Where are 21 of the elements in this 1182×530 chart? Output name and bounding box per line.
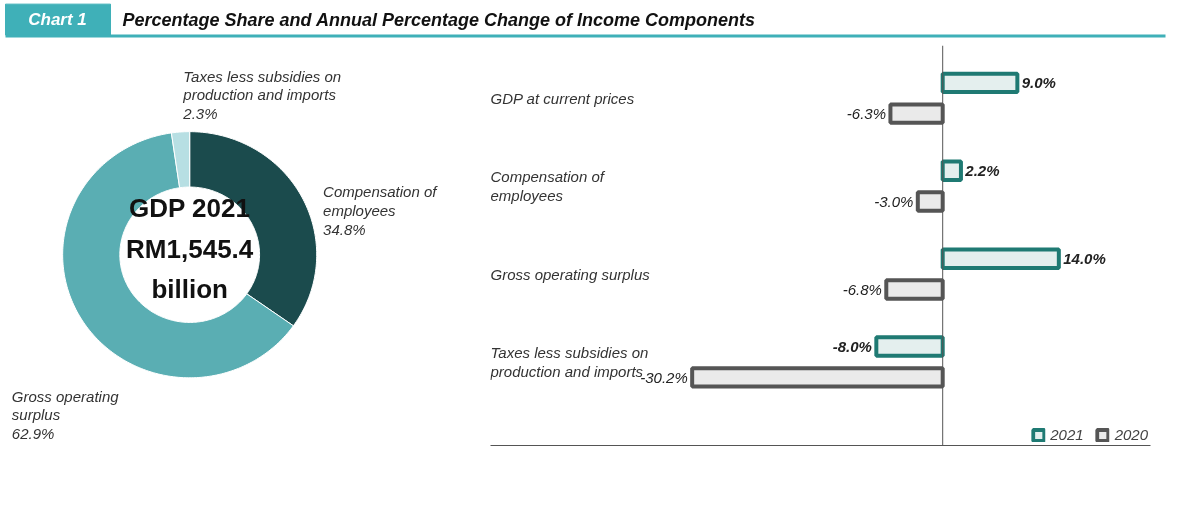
data-label: -3.0% [874,193,914,211]
data-label: -6.3% [846,105,887,123]
data-label: 34.8% [323,220,366,238]
data-label: 9.0% [1021,74,1056,92]
y-tick-label: Gross operating surplus [490,265,651,283]
data-label: 62.9% [11,424,55,442]
slice-label: Gross operating surplus [11,387,120,424]
caption: Chart 1 [28,10,87,30]
text: RM1,545.4 billion [126,233,254,305]
data-label: 2.3% [182,104,218,122]
data-label: 14.0% [1063,250,1106,268]
chart-title: Percentage Share and Annual Percentage Change of Income Components [122,9,755,30]
data-label: -6.8% [842,280,882,298]
data-label: 2.2% [964,162,1000,180]
slice-label: Compensation of employees [323,183,439,219]
y-tick-label: GDP at current prices [490,89,635,107]
slice-label: Taxes less subsidies on production and imports [182,67,342,104]
y-tick-label: Compensation of employees [490,167,606,205]
legend-label: 2021 [1050,426,1084,443]
data-label: -8.0% [832,338,872,356]
legend-label: 2020 [1114,426,1148,443]
